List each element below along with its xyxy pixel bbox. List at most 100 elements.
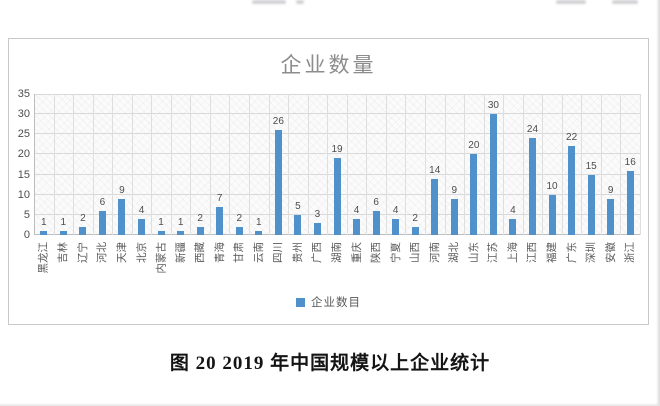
bar-上海	[509, 219, 517, 235]
x-tick-宁夏: 宁夏	[386, 237, 406, 301]
x-tick-重庆: 重庆	[347, 237, 367, 301]
bar-河南	[431, 179, 439, 235]
gridline-x-12	[269, 94, 270, 235]
x-tick-甘肃: 甘肃	[229, 237, 249, 301]
bar-value-天津: 9	[119, 185, 125, 196]
x-tick-label: 江苏	[487, 242, 500, 263]
x-tick-label: 内蒙古	[155, 242, 168, 274]
bar-value-河北: 6	[99, 197, 106, 208]
x-tick-云南: 云南	[249, 237, 269, 301]
bar-广西	[313, 223, 321, 235]
x-tick-北京: 北京	[132, 237, 152, 301]
gridline-x-31	[640, 94, 641, 235]
x-tick-label: 陕西	[370, 242, 383, 263]
x-tick-label: 云南	[252, 242, 265, 263]
gridline-x-22	[464, 94, 465, 235]
x-tick-安徽: 安徽	[601, 237, 621, 301]
figure-caption: 图 20 2019 年中国规模以上企业统计	[169, 353, 491, 374]
bar-value-陕西: 6	[373, 197, 379, 208]
bar-江苏	[489, 114, 497, 235]
scan-artifact	[296, 0, 304, 4]
bar-西藏	[196, 227, 204, 235]
x-tick-label: 河北	[96, 242, 109, 263]
x-tick-label: 湖南	[331, 242, 343, 263]
x-tick-label: 重庆	[350, 242, 363, 263]
bar-辽宁	[79, 227, 87, 235]
x-tick-内蒙古: 内蒙古	[151, 237, 171, 301]
gridline-x-24	[503, 94, 504, 235]
bar-甘肃	[235, 227, 243, 235]
bar-value-青海: 7	[216, 193, 223, 204]
x-tick-广东: 广东	[562, 237, 582, 301]
bar-value-黑龙江: 1	[40, 217, 47, 228]
gridline-y-30	[34, 113, 640, 115]
bar-value-宁夏: 4	[392, 205, 399, 216]
x-tick-新疆: 新疆	[171, 237, 191, 301]
bar-value-湖南: 19	[331, 144, 343, 155]
x-tick-label: 四川	[272, 242, 285, 263]
bar-陕西	[372, 211, 380, 235]
gridline-x-18	[386, 94, 387, 235]
bar-云南	[255, 231, 263, 235]
scan-edge-shadow	[0, 403, 660, 406]
bar-山东	[470, 154, 478, 235]
bar-湖北	[450, 199, 458, 235]
gridline-y-35	[34, 94, 640, 95]
x-tick-label: 广东	[565, 242, 578, 263]
x-tick-label: 甘肃	[233, 242, 246, 263]
gridline-x-1	[54, 94, 55, 235]
x-tick-河南: 河南	[425, 237, 445, 301]
gridline-x-28	[581, 94, 582, 235]
legend-swatch-icon	[296, 297, 305, 307]
plot-area: 0 5 10 15 20 25 30 35 1 1 2 6 9 4 1 1 2 7 2 1 26 5 3 19 4 6 4 2 14 9 2…	[18, 89, 641, 241]
bar-江西	[528, 138, 536, 235]
x-tick-山西: 山西	[405, 237, 425, 301]
gridline-x-26	[542, 94, 543, 235]
gridline-x-0	[34, 94, 35, 235]
gridline-x-3	[93, 94, 94, 235]
bar-value-内蒙古: 1	[158, 217, 164, 228]
y-tick-0: 0	[23, 229, 30, 241]
gridline-x-11	[249, 94, 250, 235]
scan-artifact	[252, 0, 286, 4]
bar-重庆	[353, 219, 361, 235]
bar-value-辽宁: 2	[80, 213, 86, 224]
x-tick-湖北: 湖北	[445, 237, 465, 301]
bar-value-北京: 4	[138, 205, 145, 216]
gridline-x-13	[288, 94, 289, 235]
x-tick-西藏: 西藏	[190, 237, 210, 301]
bar-value-浙江: 16	[624, 157, 636, 168]
x-tick-陕西: 陕西	[366, 237, 386, 301]
gridline-x-2	[73, 94, 74, 235]
x-tick-湖南: 湖南	[327, 237, 347, 301]
bar-河北	[98, 211, 106, 235]
scan-artifact	[556, 0, 586, 4]
x-tick-label: 北京	[135, 242, 148, 263]
bar-新疆	[177, 231, 185, 235]
bar-value-江西: 24	[526, 124, 539, 135]
x-tick-label: 福建	[546, 242, 559, 263]
x-tick-label: 山西	[409, 242, 422, 263]
gridline-x-4	[112, 94, 113, 235]
gridline-x-19	[405, 94, 406, 235]
y-tick-20: 20	[17, 148, 30, 161]
x-tick-浙江: 浙江	[620, 237, 640, 301]
gridline-x-30	[620, 94, 621, 235]
bar-广东	[568, 146, 576, 235]
bar-value-广东: 22	[566, 132, 578, 143]
x-tick-label: 天津	[115, 242, 128, 263]
bar-浙江	[626, 171, 634, 235]
x-tick-label: 深圳	[585, 242, 598, 263]
x-tick-label: 山东	[467, 242, 480, 263]
bar-value-甘肃: 2	[236, 213, 243, 224]
bar-value-吉林: 1	[60, 217, 67, 228]
y-tick-25: 25	[17, 128, 30, 141]
x-tick-label: 吉林	[57, 242, 70, 263]
x-tick-label: 贵州	[291, 242, 304, 263]
x-tick-深圳: 深圳	[581, 237, 601, 301]
x-axis: 黑龙江 吉林 辽宁 河北 天津 北京 内蒙古 新疆 西藏 青海 甘肃 云南 四川 贵州 广西 湖南 重庆 陕西 宁夏…	[34, 237, 640, 301]
bar-湖南	[333, 158, 341, 235]
x-tick-福建: 福建	[542, 237, 562, 301]
x-tick-label: 辽宁	[76, 242, 89, 263]
bar-value-河南: 14	[429, 165, 441, 176]
